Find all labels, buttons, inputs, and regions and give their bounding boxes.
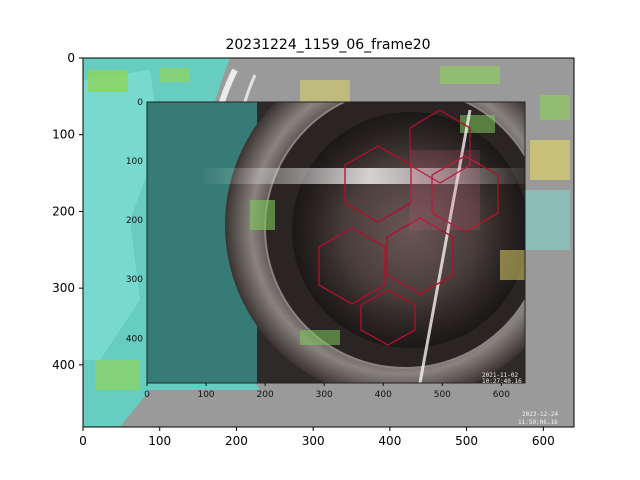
- y-tick-label: 400: [52, 358, 75, 372]
- green-patch: [88, 70, 128, 92]
- cyan-patch: [520, 190, 570, 250]
- inset-y-tick-label: 200: [126, 216, 143, 226]
- green-patch: [160, 68, 190, 82]
- y-axis-ticks: 0 100 200 300 400: [52, 51, 83, 372]
- inset-x-tick-label: 600: [493, 390, 510, 400]
- inset-y-axis-ticks: 0 100 200 300 400: [126, 98, 143, 344]
- inset-timestamp-date: 2021-11-02: [482, 372, 519, 379]
- inset-x-tick-label: 300: [316, 390, 333, 400]
- inset-image: [147, 102, 525, 383]
- y-tick-label: 100: [52, 128, 75, 142]
- inset-y-tick-label: 300: [126, 275, 143, 285]
- yellow-patch: [300, 80, 350, 105]
- inset-frame: [146, 101, 526, 384]
- inset-green-patch: [250, 200, 275, 230]
- inset-x-tick-label: 400: [375, 390, 392, 400]
- inset-y-tick-label: 100: [126, 157, 143, 167]
- inset-x-tick-label: 200: [257, 390, 274, 400]
- x-tick-label: 0: [79, 434, 87, 448]
- inset-y-tick-label: 400: [126, 334, 143, 344]
- camera-stamp-date: 2023-12-24: [522, 411, 559, 418]
- inset-x-tick-label: 500: [434, 390, 451, 400]
- inset-yellow-patch: [500, 250, 525, 280]
- green-patch: [95, 360, 140, 390]
- y-tick-label: 300: [52, 281, 75, 295]
- x-axis-ticks: 0 100 200 300 400 500 600: [79, 427, 555, 448]
- y-tick-label: 200: [52, 204, 75, 218]
- cyan-overlay-left-2: [83, 70, 160, 360]
- inset-x-tick-label: 0: [144, 390, 150, 400]
- axes-frame: [82, 57, 575, 428]
- inset-green-patch: [300, 330, 340, 345]
- glare-diagonal: [418, 109, 472, 383]
- green-patch: [440, 66, 500, 84]
- x-tick-label: 100: [148, 434, 171, 448]
- inset-timestamp-time: 10:27:40.16: [482, 378, 522, 385]
- hex-highlight: [410, 150, 480, 230]
- inset-y-tick-label: 0: [137, 98, 143, 108]
- camera-stamp-time: 11:59:06.16: [518, 419, 558, 426]
- hex-grid-overlay: [318, 109, 499, 346]
- green-patch: [540, 95, 570, 120]
- yellow-patch: [530, 140, 570, 180]
- plot-title: 20231224_1159_06_frame20: [225, 37, 430, 53]
- x-tick-label: 400: [378, 434, 401, 448]
- inset-x-axis-ticks: 0 100 200 300 400 500 600: [144, 383, 510, 400]
- x-tick-label: 200: [225, 434, 248, 448]
- x-tick-label: 300: [302, 434, 325, 448]
- y-tick-label: 0: [67, 51, 75, 65]
- inset-x-tick-label: 100: [197, 390, 214, 400]
- x-tick-label: 600: [532, 434, 555, 448]
- x-tick-label: 500: [455, 434, 478, 448]
